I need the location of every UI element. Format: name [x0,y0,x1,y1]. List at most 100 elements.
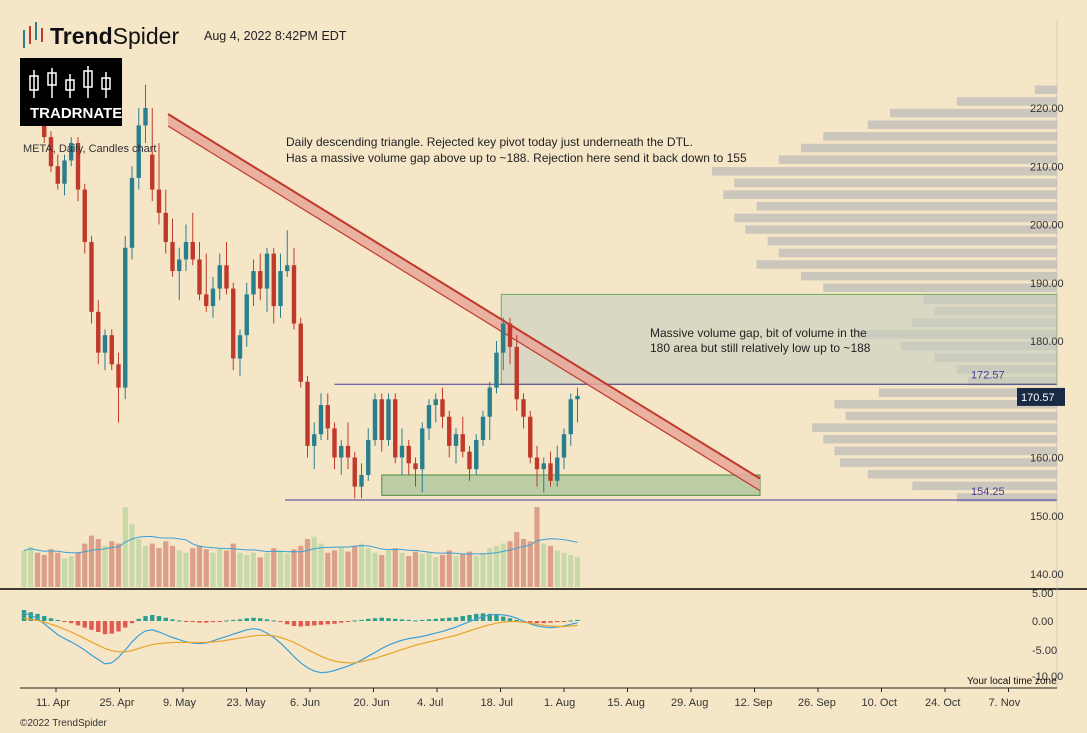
volume-profile-bar [845,411,1057,421]
candle-body [143,108,148,126]
candle [413,457,418,487]
candle [48,131,54,173]
volume-bar [352,545,358,587]
volume-bar [318,543,324,587]
candle [123,236,128,400]
candle [339,440,344,475]
volume-bar [561,552,567,587]
candle [372,393,378,446]
volume-bar [203,549,209,587]
macd-histogram-bar [325,621,330,625]
gap-annotation-line: Massive volume gap, bit of volume in the [650,326,867,340]
candle-body [231,288,236,359]
volume-profile-bar [867,120,1057,129]
candle-body [136,125,141,178]
timezone-label[interactable]: Your local time zone [967,676,1057,687]
candle-body [109,335,114,365]
candle [474,434,479,475]
candle [345,422,351,470]
support-zone [381,474,761,496]
volume-bar [412,551,419,587]
brand-logo[interactable]: TrendSpider [23,22,179,49]
volume-profile-bar [823,283,1057,293]
candle [69,137,74,167]
volume-bars [0,507,1087,590]
volume-profile-bar [823,132,1057,141]
candle [210,276,216,318]
volume-bar [34,552,41,587]
macd-histogram-bar [150,614,155,621]
macd-histogram-bar [561,621,567,622]
candle-body [413,463,418,470]
candle [393,393,398,464]
candle [136,108,141,190]
candle [426,399,432,441]
macd-histogram-bar [359,619,364,621]
candle [312,422,317,470]
zones [381,293,1058,496]
macd-histogram-bar [42,616,47,621]
macd-histogram-bar [224,620,229,622]
volume-bar [541,543,547,587]
candle-body [237,335,243,359]
volume-profile-bar [823,435,1057,444]
macd-histogram-bar [35,613,40,621]
price-tick-label: 180.00 [1030,336,1064,348]
volume-bar [55,552,61,587]
candle-body [575,395,580,400]
macd-histogram-bar [143,616,148,621]
volume-bar [284,553,290,587]
macd-histogram-bar [474,613,479,621]
price-levels: 172.57 154.25 [285,369,1057,501]
candle-body [528,416,533,458]
candle [501,317,506,371]
volume-bar [325,552,331,587]
price-tick-label: 190.00 [1030,278,1064,290]
macd-histogram-bar [555,621,560,623]
volume-bar [298,545,304,587]
candle-body [217,265,222,289]
candle-body [467,451,472,470]
macd-histogram-bar [467,614,472,621]
volume-bar [487,548,493,587]
candle-body [129,177,135,248]
macd-histogram-bar [501,616,506,621]
candle-body [271,253,276,307]
candle [143,84,148,143]
volume-bar [129,524,135,587]
macd-histogram-bar [406,619,411,621]
candle-body [318,405,324,435]
volume-bar [480,552,486,587]
candle-body [123,247,128,388]
volume-profile-bar [956,97,1057,106]
volume-profile-bar [890,108,1057,118]
candle [534,445,540,487]
volume-bar [372,552,378,587]
macd-histogram-bar [420,619,425,621]
price-tick-label: 200.00 [1030,220,1064,232]
macd-histogram-bar [433,618,438,621]
volume-bar [277,551,284,587]
volume-bar [399,552,405,587]
volume-profile-bar [812,423,1057,432]
volume-bar [460,553,466,587]
descending-trendline [167,113,761,492]
price-tick-label: 210.00 [1030,161,1064,173]
candle-body [298,323,303,382]
macd-tick-label: 5.00 [1032,588,1053,600]
candle-body [514,346,519,400]
volume-bar [271,548,277,587]
candle [177,247,182,301]
volume-profile-bar [801,143,1057,153]
candle [332,422,337,470]
macd-histogram-bar [345,621,351,622]
candle [170,218,175,277]
volume-bar [68,556,74,587]
volume-bar [311,536,317,587]
brand-name-bold: Trend [50,23,113,49]
candle-body [426,405,432,429]
candle [460,416,465,458]
candle-body [312,434,317,446]
candle-body [163,212,168,242]
candle [291,247,297,330]
